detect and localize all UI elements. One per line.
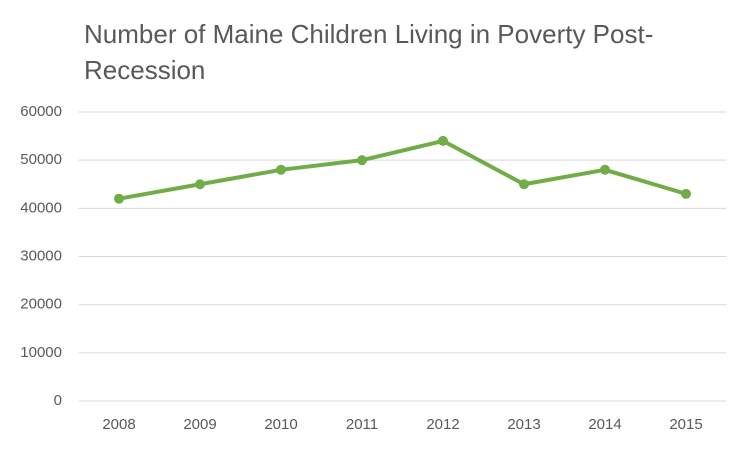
data-point bbox=[600, 164, 610, 175]
data-point bbox=[357, 155, 367, 166]
y-tick-label: 60000 bbox=[20, 103, 62, 120]
x-tick-label: 2011 bbox=[346, 416, 378, 433]
data-point bbox=[519, 179, 529, 190]
data-point bbox=[276, 164, 286, 175]
data-point bbox=[438, 135, 448, 146]
x-tick-label: 2013 bbox=[507, 416, 540, 433]
y-tick-label: 50000 bbox=[20, 151, 62, 168]
x-tick-label: 2010 bbox=[264, 416, 297, 433]
x-tick-label: 2009 bbox=[183, 416, 216, 433]
y-tick-label: 30000 bbox=[20, 247, 62, 264]
y-tick-label: 0 bbox=[54, 392, 62, 409]
y-tick-label: 20000 bbox=[20, 296, 62, 313]
data-line bbox=[118, 138, 687, 201]
x-tick-label: 2012 bbox=[426, 416, 459, 433]
x-tick-label: 2014 bbox=[588, 416, 621, 433]
x-tick-label: 2015 bbox=[669, 416, 702, 433]
data-point bbox=[195, 179, 205, 190]
data-point bbox=[681, 188, 691, 199]
x-tick-label: 2008 bbox=[102, 416, 135, 433]
y-tick-label: 40000 bbox=[20, 199, 62, 216]
y-tick-label: 10000 bbox=[20, 344, 62, 361]
data-point bbox=[114, 193, 124, 204]
chart-title: Number of Maine Children Living in Pover… bbox=[84, 19, 654, 85]
